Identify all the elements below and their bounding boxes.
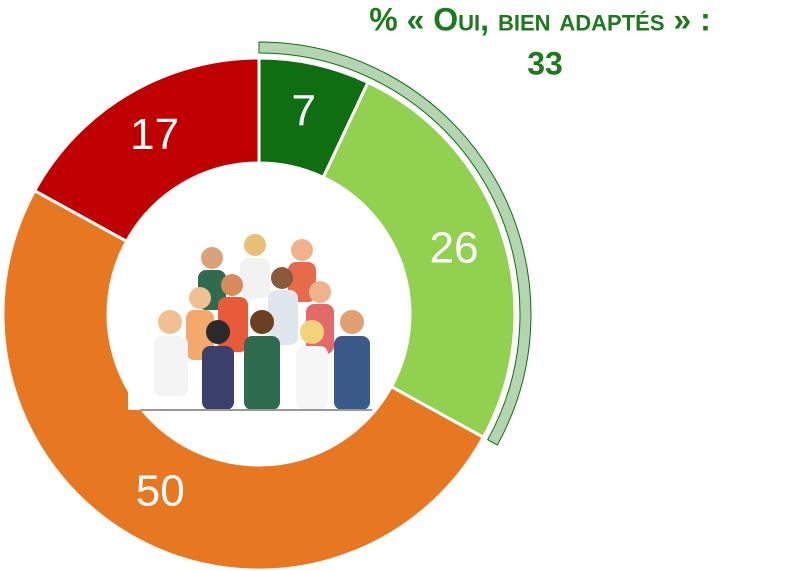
donut: 7 26 50 17: [1, 41, 532, 571]
slice-label: 7: [291, 87, 315, 136]
donut-slice: [32, 56, 261, 244]
people: [140, 234, 372, 411]
highlight-arc: [258, 41, 532, 446]
donut-slice: [1, 188, 486, 571]
slice-label: 26: [429, 223, 478, 272]
slice-label: 17: [130, 110, 179, 159]
chart-title: % « Oui, bien adaptés » :: [369, 1, 711, 37]
people-illustration: [128, 234, 378, 411]
donut-slice: [321, 80, 517, 440]
highlight-value: 33: [527, 45, 563, 81]
slice-label: 50: [136, 466, 185, 515]
